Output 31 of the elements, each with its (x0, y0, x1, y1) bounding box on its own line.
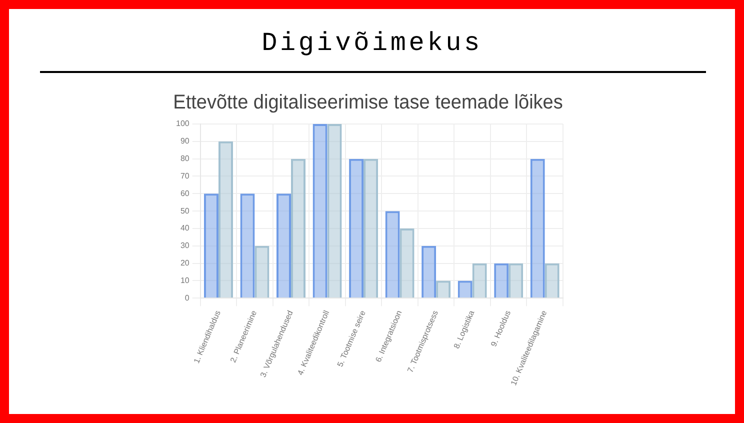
y-tick-label: 40 (180, 224, 190, 233)
y-tick-label: 90 (180, 136, 190, 146)
bar (218, 141, 233, 298)
bar (530, 158, 545, 298)
bar (400, 228, 414, 298)
y-tick-label: 0 (184, 293, 190, 302)
y-tick-label: 100 (176, 119, 190, 128)
bar (422, 246, 436, 298)
bar (385, 211, 400, 298)
y-tick-label: 50 (180, 206, 190, 216)
bar (276, 194, 292, 298)
y-tick-label: 30 (180, 241, 190, 250)
bar (544, 263, 560, 298)
bar (472, 263, 487, 298)
bar (312, 124, 328, 298)
chart-subtitle: Ettevõtte digitaliseerimise tase teemade lõikes (173, 91, 564, 114)
bar (254, 246, 270, 298)
y-tick-label: 70 (180, 171, 190, 180)
bar (291, 158, 306, 298)
bar (349, 158, 364, 298)
bar (364, 158, 378, 298)
bar (204, 194, 218, 298)
bar (494, 263, 509, 298)
y-tick-label: 10 (180, 276, 190, 285)
bar (240, 194, 255, 298)
y-tick-label: 60 (180, 188, 190, 198)
y-tick-label: 80 (180, 154, 190, 164)
chart-title: Digivõimekus (260, 27, 484, 59)
bar (327, 124, 342, 298)
bar (508, 263, 524, 298)
y-tick-label: 20 (180, 258, 190, 268)
